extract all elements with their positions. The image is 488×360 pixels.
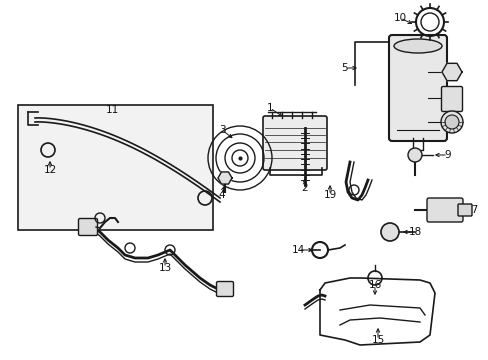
Text: 1: 1 [266,103,273,113]
Circle shape [440,111,462,133]
FancyBboxPatch shape [426,198,462,222]
FancyBboxPatch shape [216,282,233,297]
Text: 2: 2 [301,183,307,193]
Text: 18: 18 [407,227,421,237]
Text: 11: 11 [105,105,119,115]
Text: 3: 3 [218,125,225,135]
Bar [18,105,213,230]
Circle shape [380,223,398,241]
FancyBboxPatch shape [388,35,446,141]
Text: 13: 13 [158,263,171,273]
Text: 9: 9 [444,150,450,160]
Circle shape [407,148,421,162]
Text: 16: 16 [367,280,381,290]
Text: 5: 5 [341,63,347,73]
Text: 17: 17 [465,205,478,215]
Circle shape [444,115,458,129]
FancyBboxPatch shape [457,204,471,216]
Text: 8: 8 [451,68,457,78]
Text: 14: 14 [291,245,304,255]
Text: 6: 6 [451,117,457,127]
Polygon shape [441,63,461,81]
Text: 7: 7 [451,93,457,103]
FancyBboxPatch shape [79,219,97,235]
Ellipse shape [393,39,441,53]
Text: 12: 12 [43,165,57,175]
Text: 19: 19 [323,190,336,200]
Text: 15: 15 [370,335,384,345]
Text: 10: 10 [393,13,406,23]
FancyBboxPatch shape [441,86,462,112]
Text: 4: 4 [218,190,225,200]
Polygon shape [218,172,231,184]
FancyBboxPatch shape [263,116,326,170]
